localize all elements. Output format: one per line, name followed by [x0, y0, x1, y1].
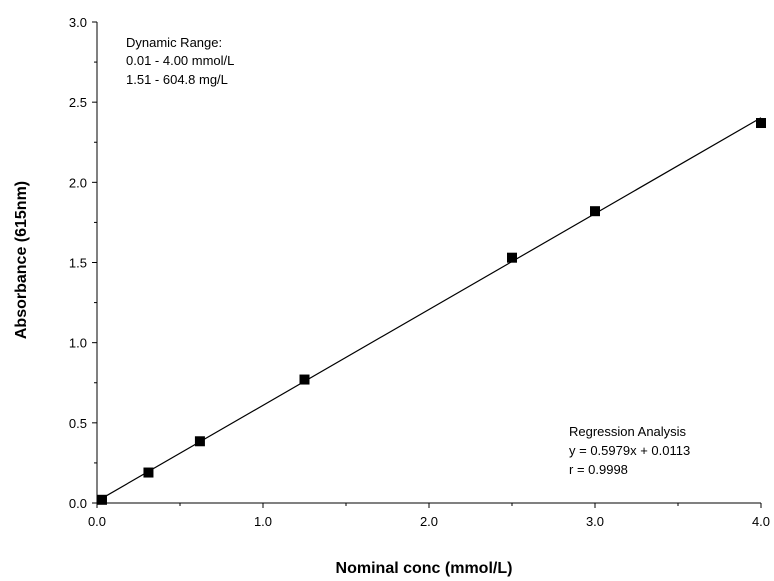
axes: 0.0 0.5 1.0 1.5 2.0 2.5 3.0 0.0 1.0 2.0 3.0 4.0	[69, 15, 770, 529]
regression-heading: Regression Analysis	[569, 424, 687, 439]
dynamic-range-annotation: Dynamic Range: 0.01 - 4.00 mmol/L 1.51 -…	[126, 35, 234, 87]
data-points	[96, 118, 766, 505]
x-tick-label: 4.0	[752, 514, 770, 529]
dynamic-range-mmol: 0.01 - 4.00 mmol/L	[126, 53, 234, 68]
data-point	[590, 206, 600, 217]
y-axis-title: Absorbance (615nm)	[13, 181, 30, 339]
y-tick-label: 0.5	[69, 416, 87, 431]
x-tick-label: 3.0	[586, 514, 604, 529]
regression-line-group	[96, 117, 762, 502]
regression-equation: y = 0.5979x + 0.0113	[569, 443, 690, 458]
x-axis-title: Nominal conc (mmol/L)	[336, 560, 513, 577]
data-point	[299, 374, 310, 385]
x-tick-label: 2.0	[420, 514, 438, 529]
dynamic-range-heading: Dynamic Range:	[126, 35, 222, 50]
regression-r-value: r = 0.9998	[569, 462, 628, 477]
y-tick-label: 3.0	[69, 15, 87, 30]
y-tick-label: 1.0	[69, 336, 87, 351]
data-point	[96, 494, 107, 505]
x-tick-label: 1.0	[254, 514, 272, 529]
dynamic-range-mg: 1.51 - 604.8 mg/L	[126, 72, 228, 87]
data-point	[756, 118, 766, 129]
regression-line	[96, 117, 762, 502]
regression-annotation: Regression Analysis y = 0.5979x + 0.0113…	[569, 424, 690, 477]
y-tick-label: 1.5	[69, 256, 87, 271]
data-point	[143, 467, 154, 478]
y-tick-label: 2.0	[69, 175, 87, 190]
data-point	[507, 252, 517, 263]
y-tick-label: 2.5	[69, 95, 87, 110]
x-tick-label: 0.0	[88, 514, 106, 529]
data-point	[194, 436, 205, 447]
y-tick-label: 0.0	[69, 496, 87, 511]
